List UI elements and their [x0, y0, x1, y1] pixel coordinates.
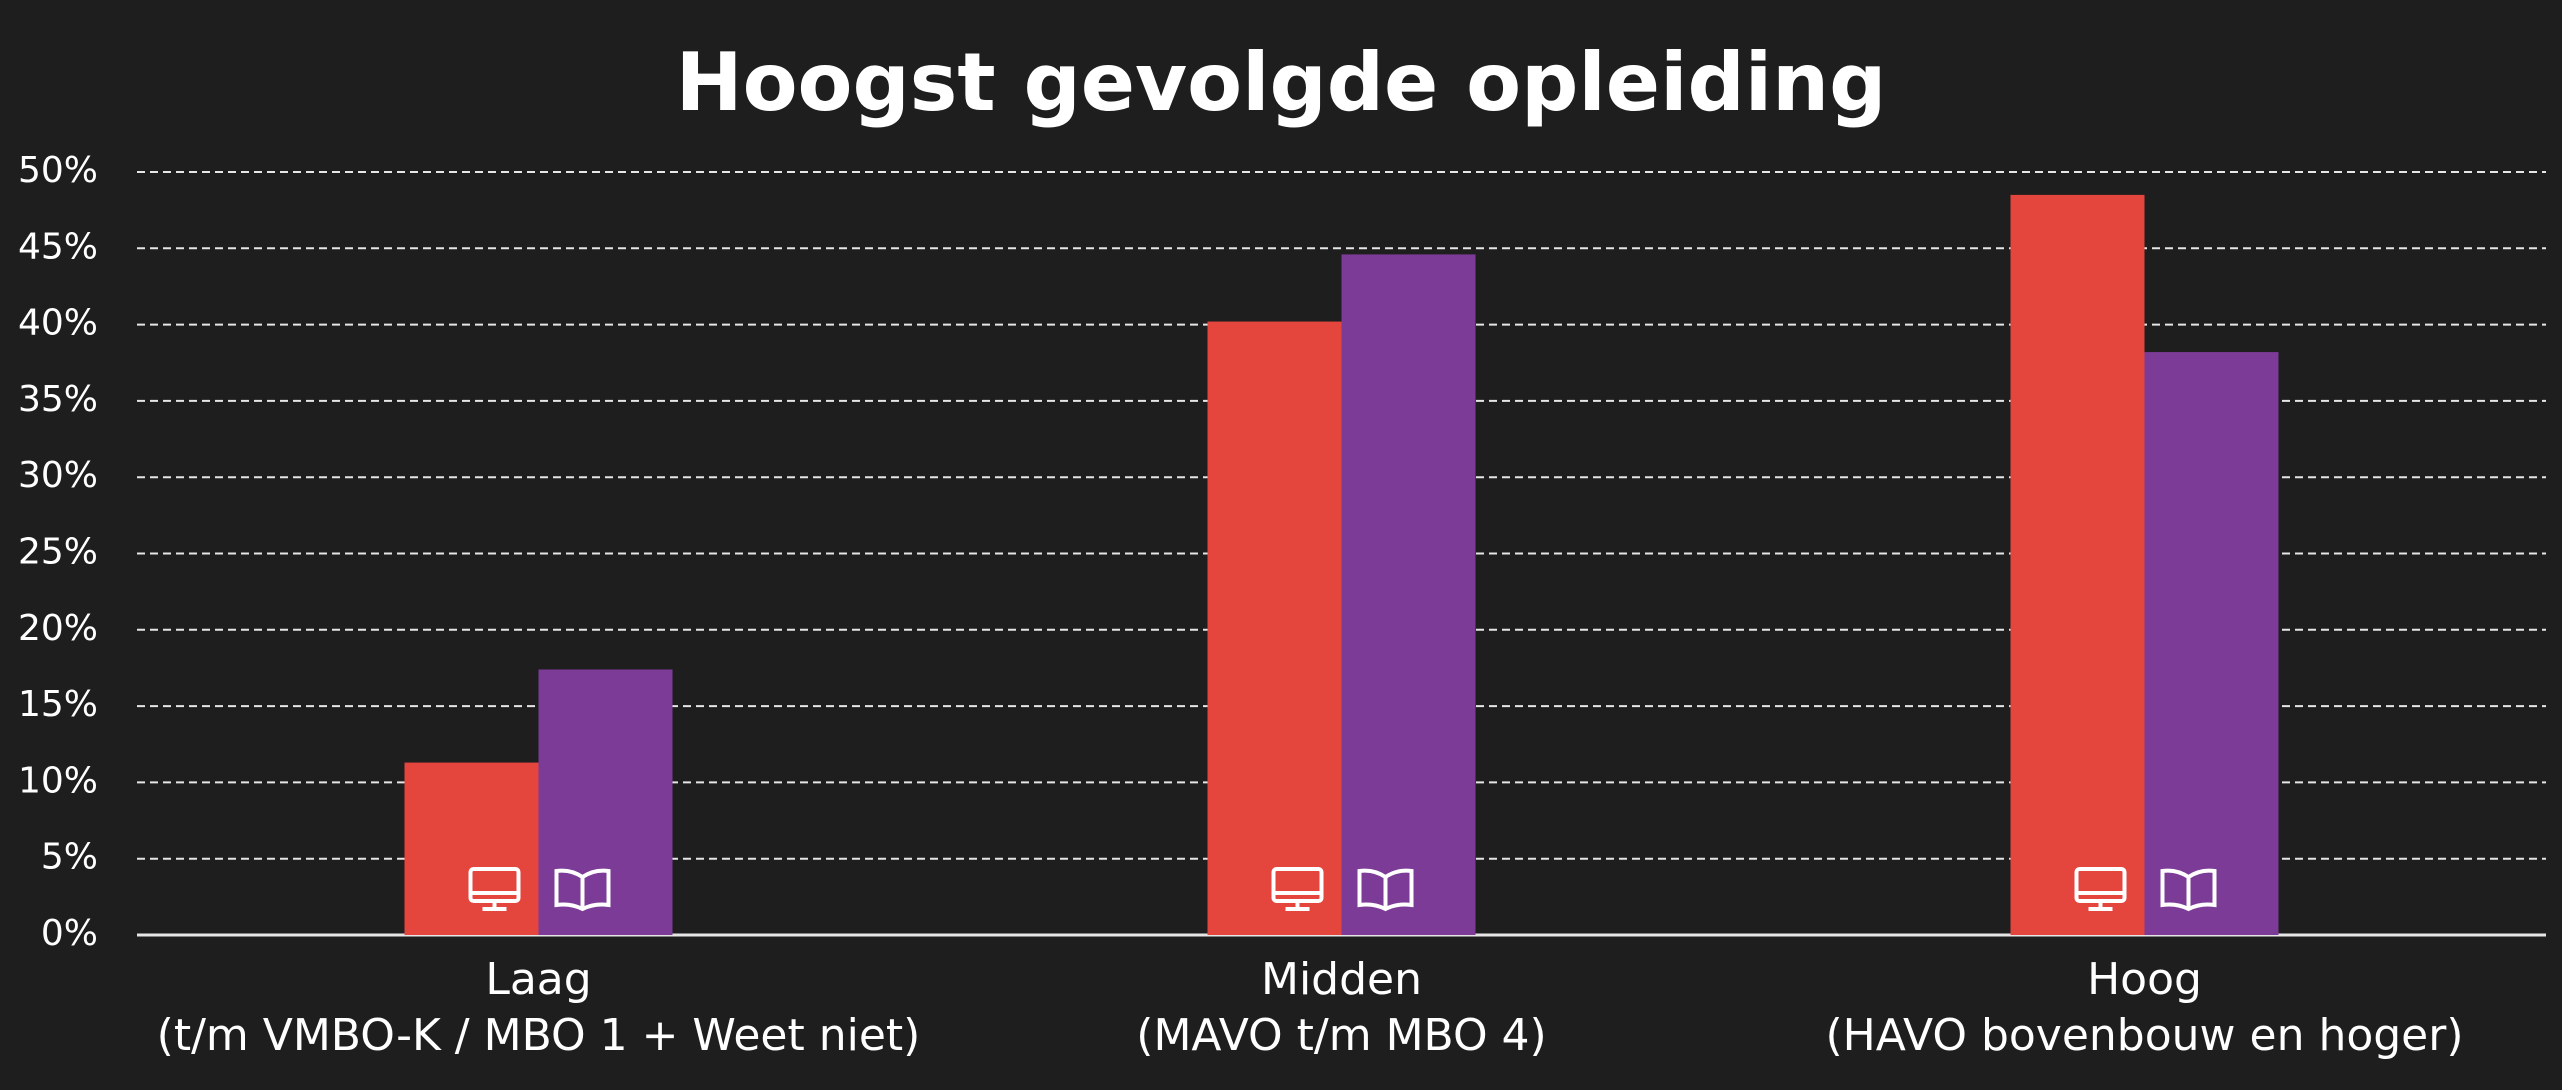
bar — [2010, 194, 2145, 935]
y-tick-label: 40% — [18, 303, 98, 344]
y-tick-label: 25% — [18, 532, 98, 573]
y-tick-label: 10% — [18, 760, 98, 801]
y-tick-label: 45% — [18, 226, 98, 267]
chart-title: Hoogst gevolgde opleiding — [676, 36, 1887, 129]
y-tick-label: 5% — [41, 837, 98, 878]
icon-part — [2160, 868, 2217, 912]
y-tick-label: 0% — [41, 913, 98, 954]
bar — [1341, 254, 1476, 936]
x-tick-label: Laag (t/m VMBO-K / MBO 1 + Weet niet) — [156, 954, 921, 1061]
y-tick-label: 35% — [18, 379, 98, 420]
icon-part — [1357, 868, 1414, 912]
bar — [538, 669, 673, 935]
y-tick-label: 20% — [18, 608, 98, 649]
bar — [1207, 321, 1342, 936]
monitor-icon — [468, 867, 521, 911]
y-tick-label: 15% — [18, 684, 98, 725]
bar — [404, 762, 539, 935]
monitor-icon — [2074, 867, 2127, 911]
y-tick-label: 30% — [18, 455, 98, 496]
x-tick-label: Midden (MAVO t/m MBO 4) — [1136, 954, 1547, 1061]
x-tick-label: Hoog (HAVO bovenbouw en hoger) — [1825, 954, 2464, 1061]
monitor-icon — [1271, 867, 1324, 911]
bar — [2144, 352, 2279, 935]
book-icon — [2160, 868, 2217, 912]
icon-part — [554, 868, 611, 912]
book-icon — [1357, 868, 1414, 912]
book-icon — [554, 868, 611, 912]
y-tick-label: 50% — [18, 150, 98, 191]
